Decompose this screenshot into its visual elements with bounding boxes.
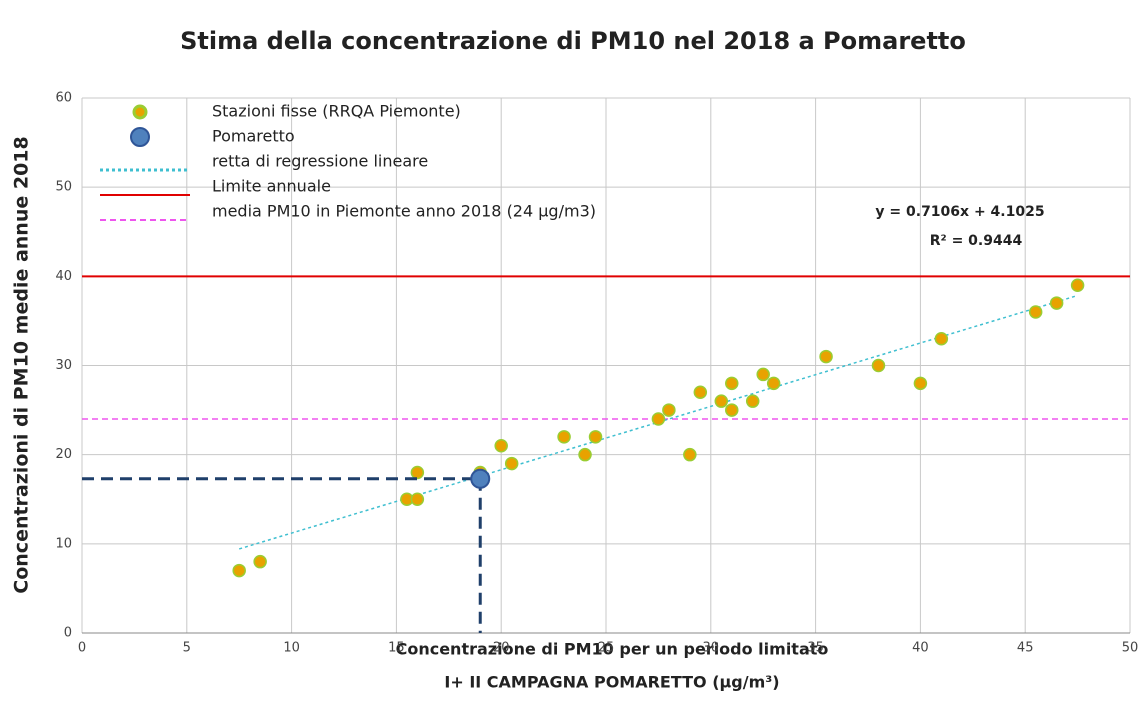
- trend-equation: y = 0.7106x + 4.1025: [875, 204, 1044, 220]
- data-point: [504, 456, 519, 471]
- x-tick-label: 25: [598, 641, 615, 656]
- data-point: [819, 349, 833, 364]
- legend-label: media PM10 in Piemonte anno 2018 (24 µg/…: [212, 202, 596, 221]
- data-point: [871, 358, 886, 373]
- x-axis-title: Concentrazione di PM10 per un periodo li…: [396, 640, 829, 659]
- x-axis-title: I+ II CAMPAGNA POMARETTO (µg/m³): [444, 673, 779, 692]
- data-point: [745, 394, 760, 408]
- x-tick-label: 30: [703, 641, 720, 656]
- legend-label: Stazioni fisse (RRQA Piemonte): [212, 102, 461, 121]
- x-tick-label: 40: [912, 641, 929, 656]
- y-tick-label: 40: [55, 269, 72, 284]
- y-tick-label: 10: [55, 536, 72, 551]
- data-point: [1028, 305, 1043, 319]
- data-point: [766, 376, 781, 391]
- data-point: [725, 403, 739, 417]
- x-tick-label: 0: [78, 641, 86, 656]
- x-tick-label: 15: [388, 641, 405, 656]
- data-point: [651, 412, 666, 426]
- data-point: [410, 492, 425, 506]
- trend-r2: R² = 0.9444: [930, 233, 1023, 249]
- data-point: [410, 465, 425, 480]
- x-tick-label: 20: [493, 641, 510, 656]
- legend-label: retta di regressione lineare: [212, 152, 428, 171]
- legend-marker: [132, 104, 148, 120]
- legend-marker: [130, 127, 150, 147]
- data-point: [756, 367, 770, 382]
- x-tick-label: 5: [183, 641, 191, 656]
- data-point: [578, 447, 592, 462]
- trendline: [238, 294, 1078, 550]
- data-point: [913, 376, 928, 391]
- chart-title: Stima della concentrazione di PM10 nel 2…: [180, 27, 966, 55]
- y-tick-label: 30: [55, 358, 72, 373]
- x-tick-label: 10: [283, 641, 300, 656]
- y-tick-label: 60: [55, 91, 72, 106]
- y-tick-label: 0: [64, 626, 72, 641]
- y-axis-title: Concentrazioni di PM10 medie annue 2018: [11, 136, 33, 593]
- legend-label: Pomaretto: [212, 127, 295, 146]
- data-point: [714, 394, 729, 408]
- data-point: [232, 563, 246, 578]
- data-point: [1049, 296, 1064, 310]
- x-tick-label: 35: [807, 641, 824, 656]
- y-tick-label: 20: [55, 447, 72, 462]
- data-point: [1070, 278, 1085, 292]
- data-point: [494, 439, 508, 453]
- data-point: [693, 385, 708, 399]
- x-tick-label: 50: [1122, 641, 1139, 656]
- data-point: [683, 447, 697, 462]
- data-point: [253, 554, 267, 569]
- data-point: [725, 376, 739, 391]
- data-point: [470, 468, 491, 489]
- data-point: [588, 430, 603, 444]
- data-point: [662, 403, 676, 417]
- y-tick-label: 50: [55, 180, 72, 195]
- data-point: [934, 332, 949, 346]
- data-point: [557, 430, 571, 444]
- legend-label: Limite annuale: [212, 177, 331, 196]
- x-tick-label: 45: [1017, 641, 1034, 656]
